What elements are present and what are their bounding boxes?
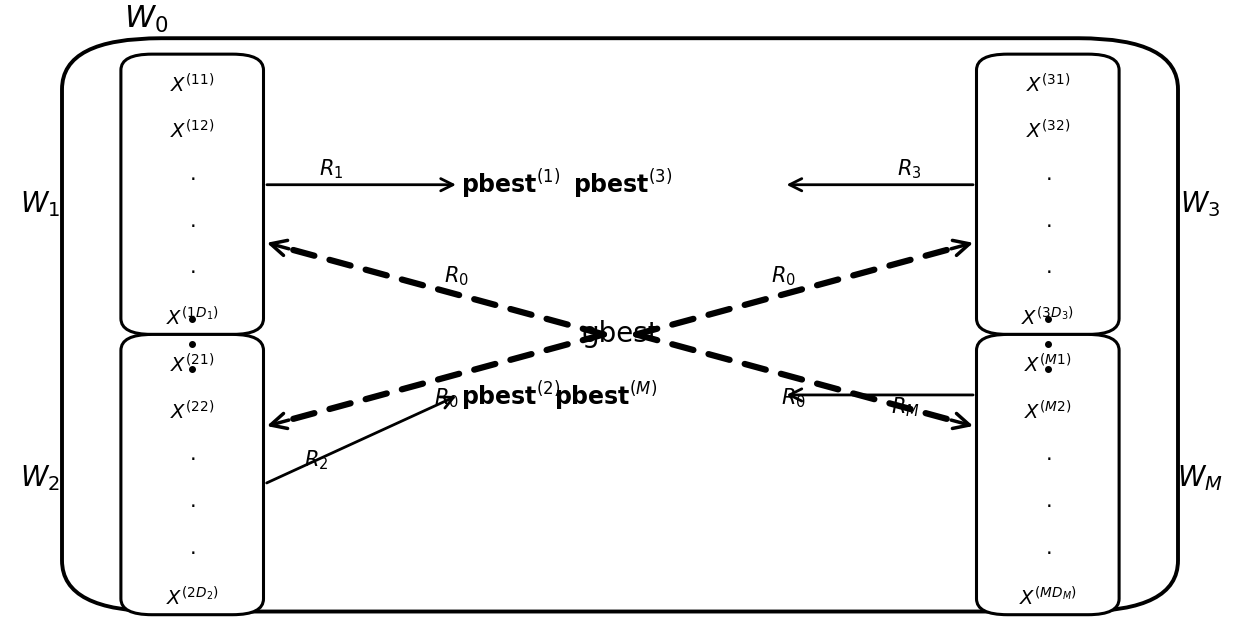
Text: $X^{(M2)}$: $X^{(M2)}$ — [1024, 400, 1071, 423]
Text: gbest: gbest — [582, 320, 658, 348]
Text: $\cdot$: $\cdot$ — [188, 495, 196, 515]
Text: $R_1$: $R_1$ — [319, 157, 343, 181]
Text: pbest$^{(M)}$: pbest$^{(M)}$ — [554, 380, 657, 413]
Text: $W_3$: $W_3$ — [1180, 189, 1220, 218]
Text: $\cdot$: $\cdot$ — [188, 168, 196, 188]
Text: $\cdot$: $\cdot$ — [188, 541, 196, 562]
Text: pbest$^{(1)}$: pbest$^{(1)}$ — [461, 168, 560, 201]
Text: $W_1$: $W_1$ — [20, 189, 60, 218]
Text: $R_0$: $R_0$ — [781, 386, 806, 410]
Text: $\cdot$: $\cdot$ — [1044, 448, 1052, 468]
Text: $W_M$: $W_M$ — [1178, 463, 1223, 492]
Text: $\cdot$: $\cdot$ — [1044, 541, 1052, 562]
Text: $X^{(21)}$: $X^{(21)}$ — [170, 353, 215, 376]
Text: $R_3$: $R_3$ — [897, 157, 921, 181]
Text: $X^{(31)}$: $X^{(31)}$ — [1025, 73, 1070, 96]
Text: $\cdot$: $\cdot$ — [188, 215, 196, 234]
FancyBboxPatch shape — [977, 54, 1118, 334]
Text: $X^{(2D_2)}$: $X^{(2D_2)}$ — [166, 587, 218, 610]
Text: $W_0$: $W_0$ — [124, 4, 169, 34]
Text: $R_0$: $R_0$ — [434, 386, 459, 410]
Text: $\cdot$: $\cdot$ — [1044, 495, 1052, 515]
Text: $R_0$: $R_0$ — [771, 264, 796, 288]
FancyBboxPatch shape — [977, 334, 1118, 615]
FancyBboxPatch shape — [62, 38, 1178, 612]
Text: $R_2$: $R_2$ — [304, 448, 329, 472]
Text: $X^{(1D_1)}$: $X^{(1D_1)}$ — [166, 306, 218, 330]
Text: $X^{(11)}$: $X^{(11)}$ — [170, 73, 215, 96]
Text: $X^{(3D_3)}$: $X^{(3D_3)}$ — [1022, 306, 1074, 330]
Text: $W_2$: $W_2$ — [20, 463, 60, 492]
FancyBboxPatch shape — [122, 54, 263, 334]
FancyBboxPatch shape — [122, 334, 263, 615]
Text: $R_M$: $R_M$ — [890, 396, 920, 420]
Text: $\cdot$: $\cdot$ — [1044, 215, 1052, 234]
Text: $R_0$: $R_0$ — [444, 264, 469, 288]
Text: $\cdot$: $\cdot$ — [188, 261, 196, 282]
Text: $X^{(12)}$: $X^{(12)}$ — [170, 120, 215, 143]
Text: $X^{(MD_M)}$: $X^{(MD_M)}$ — [1019, 587, 1076, 610]
Text: $X^{(M1)}$: $X^{(M1)}$ — [1024, 353, 1071, 376]
Text: pbest$^{(2)}$: pbest$^{(2)}$ — [461, 380, 560, 413]
Text: $\cdot$: $\cdot$ — [188, 448, 196, 468]
Text: $X^{(32)}$: $X^{(32)}$ — [1025, 120, 1070, 143]
Text: $\cdot$: $\cdot$ — [1044, 261, 1052, 282]
Text: $X^{(22)}$: $X^{(22)}$ — [170, 400, 215, 423]
Text: $\cdot$: $\cdot$ — [1044, 168, 1052, 188]
Text: pbest$^{(3)}$: pbest$^{(3)}$ — [573, 168, 672, 201]
